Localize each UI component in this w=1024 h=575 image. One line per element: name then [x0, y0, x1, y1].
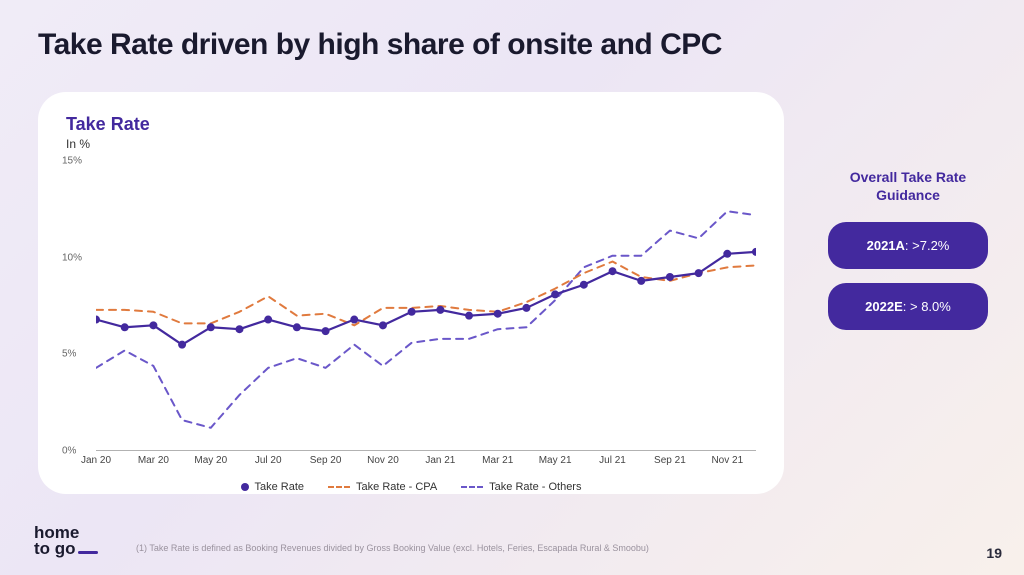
series-take_rate-marker	[408, 308, 416, 316]
guidance-year: 2022E	[865, 299, 903, 314]
chart-plot-svg	[96, 161, 756, 451]
y-tick-label: 15%	[62, 156, 82, 167]
guidance-year: 2021A	[867, 238, 905, 253]
guidance-value: : > 8.0%	[903, 299, 951, 314]
logo-line2: to go	[34, 539, 76, 558]
x-tick-label: Sep 20	[310, 455, 342, 466]
series-take_rate-marker	[207, 323, 215, 331]
guidance-pill: 2022E: > 8.0%	[828, 283, 988, 330]
y-tick-label: 10%	[62, 252, 82, 263]
series-take_rate-marker	[465, 312, 473, 320]
footnote: (1) Take Rate is defined as Booking Reve…	[136, 543, 649, 553]
series-take_rate-marker	[178, 341, 186, 349]
series-take_rate-marker	[494, 310, 502, 318]
logo-underline	[78, 551, 98, 554]
guidance-pills: 2021A: >7.2% 2022E: > 8.0%	[828, 222, 988, 330]
guidance-title: Overall Take Rate Guidance	[828, 168, 988, 204]
series-take_rate_cpa	[96, 262, 756, 326]
series-take_rate	[96, 252, 756, 345]
legend-label: Take Rate	[255, 481, 305, 493]
series-take_rate-marker	[293, 323, 301, 331]
x-tick-label: Jul 20	[255, 455, 282, 466]
series-take_rate_others	[96, 211, 756, 428]
guidance-pill: 2021A: >7.2%	[828, 222, 988, 269]
y-tick-label: 0%	[62, 446, 76, 457]
guidance-value: : >7.2%	[905, 238, 949, 253]
x-tick-label: Nov 21	[711, 455, 743, 466]
series-take_rate-marker	[666, 273, 674, 281]
x-tick-label: Sep 21	[654, 455, 686, 466]
chart-card: Take Rate In % Jan 20Mar 20May 20Jul 20S…	[38, 92, 784, 494]
legend-item: Take Rate - Others	[461, 481, 581, 493]
series-take_rate-marker	[379, 321, 387, 329]
x-tick-label: Jan 20	[81, 455, 111, 466]
legend-item: Take Rate - CPA	[328, 481, 437, 493]
series-take_rate-marker	[551, 290, 559, 298]
series-take_rate-marker	[609, 267, 617, 275]
series-take_rate-marker	[96, 316, 100, 324]
series-take_rate-marker	[522, 304, 530, 312]
x-tick-label: May 21	[539, 455, 572, 466]
series-take_rate-marker	[580, 281, 588, 289]
chart-subtitle: In %	[66, 137, 756, 151]
legend-swatch	[328, 486, 350, 488]
x-tick-label: Nov 20	[367, 455, 399, 466]
series-take_rate-marker	[637, 277, 645, 285]
legend-swatch	[241, 483, 249, 491]
series-take_rate-marker	[235, 325, 243, 333]
logo: home to go	[34, 525, 98, 557]
x-tick-label: Jul 21	[599, 455, 626, 466]
series-take_rate-marker	[350, 316, 358, 324]
series-take_rate-marker	[695, 269, 703, 277]
chart-area: Jan 20Mar 20May 20Jul 20Sep 20Nov 20Jan …	[66, 161, 756, 451]
series-take_rate-marker	[121, 323, 129, 331]
chart-title: Take Rate	[66, 114, 756, 135]
page-number: 19	[986, 545, 1002, 561]
legend-item: Take Rate	[241, 481, 305, 493]
series-take_rate-marker	[723, 250, 731, 258]
legend-label: Take Rate - Others	[489, 481, 581, 493]
y-tick-label: 5%	[62, 349, 76, 360]
chart-legend: Take Rate Take Rate - CPA Take Rate - Othe…	[66, 481, 756, 493]
series-take_rate-marker	[264, 316, 272, 324]
x-tick-label: Jan 21	[425, 455, 455, 466]
slide-title: Take Rate driven by high share of onsite…	[38, 28, 722, 62]
legend-label: Take Rate - CPA	[356, 481, 437, 493]
x-tick-label: May 20	[194, 455, 227, 466]
x-axis-labels: Jan 20Mar 20May 20Jul 20Sep 20Nov 20Jan …	[96, 455, 756, 469]
guidance-panel: Overall Take Rate Guidance 2021A: >7.2%2…	[828, 168, 988, 344]
series-take_rate-marker	[436, 306, 444, 314]
series-take_rate-marker	[752, 248, 756, 256]
x-tick-label: Mar 20	[138, 455, 169, 466]
x-tick-label: Mar 21	[482, 455, 513, 466]
series-take_rate-marker	[149, 321, 157, 329]
legend-swatch	[461, 486, 483, 488]
series-take_rate-marker	[322, 327, 330, 335]
